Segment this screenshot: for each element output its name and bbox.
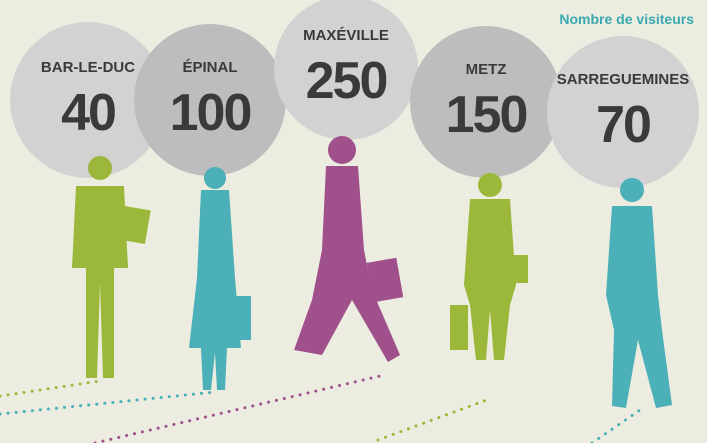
legend-label: Nombre de visiteurs: [559, 11, 694, 27]
city-name: BAR-LE-DUC: [41, 59, 135, 76]
city-name: MAXÉVILLE: [303, 27, 389, 44]
city-name: SARREGUEMINES: [557, 71, 690, 88]
visitor-count: 40: [61, 84, 115, 142]
visitor-count: 250: [306, 52, 387, 110]
city-name: ÉPINAL: [182, 59, 237, 76]
visitor-count: 100: [170, 84, 251, 142]
infographic: BAR-LE-DUC 40 ÉPINAL 100 MAXÉVILLE 250 METZ 150…: [0, 0, 707, 443]
visitor-count: 150: [446, 86, 527, 144]
visitor-count: 70: [596, 96, 650, 154]
city-name: METZ: [466, 61, 507, 78]
